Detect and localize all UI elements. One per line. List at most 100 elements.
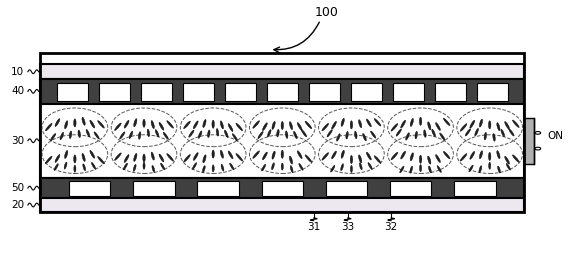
Ellipse shape	[65, 150, 68, 159]
Text: 30: 30	[11, 136, 24, 146]
Ellipse shape	[224, 130, 228, 138]
Bar	[40, 54, 524, 212]
Ellipse shape	[428, 122, 431, 130]
Bar	[40, 79, 524, 104]
Ellipse shape	[229, 163, 234, 170]
Ellipse shape	[115, 153, 121, 160]
Ellipse shape	[475, 128, 478, 136]
Ellipse shape	[193, 121, 198, 129]
Ellipse shape	[86, 129, 90, 137]
Ellipse shape	[207, 130, 210, 138]
Ellipse shape	[368, 163, 372, 169]
Ellipse shape	[362, 134, 366, 141]
Ellipse shape	[428, 156, 431, 164]
Ellipse shape	[484, 132, 487, 140]
Ellipse shape	[272, 151, 275, 159]
Ellipse shape	[54, 164, 59, 171]
Ellipse shape	[272, 163, 274, 170]
Ellipse shape	[512, 155, 519, 162]
Ellipse shape	[415, 131, 417, 139]
Ellipse shape	[350, 165, 353, 172]
Bar	[225, 83, 256, 101]
Text: 40: 40	[11, 86, 24, 96]
Ellipse shape	[396, 129, 402, 136]
Ellipse shape	[400, 120, 406, 128]
Ellipse shape	[253, 151, 260, 158]
Text: 20: 20	[11, 200, 24, 210]
Ellipse shape	[55, 119, 60, 126]
Ellipse shape	[297, 151, 302, 159]
Ellipse shape	[281, 150, 283, 158]
Bar	[262, 181, 303, 196]
Ellipse shape	[488, 121, 491, 129]
Ellipse shape	[258, 131, 263, 139]
Ellipse shape	[436, 123, 440, 131]
Ellipse shape	[212, 165, 214, 172]
Ellipse shape	[299, 163, 303, 170]
Ellipse shape	[159, 122, 164, 130]
Ellipse shape	[193, 153, 198, 160]
Ellipse shape	[203, 119, 206, 128]
Ellipse shape	[115, 123, 121, 131]
Bar	[392, 83, 424, 101]
Bar	[267, 83, 298, 101]
Ellipse shape	[294, 131, 297, 139]
Ellipse shape	[374, 156, 381, 163]
Ellipse shape	[74, 155, 76, 163]
Ellipse shape	[391, 123, 398, 131]
Ellipse shape	[302, 130, 307, 137]
Ellipse shape	[83, 164, 86, 171]
Ellipse shape	[212, 120, 214, 128]
Ellipse shape	[366, 152, 371, 160]
Bar	[524, 118, 534, 164]
Ellipse shape	[336, 134, 340, 141]
Ellipse shape	[505, 156, 509, 164]
Ellipse shape	[506, 163, 511, 170]
Ellipse shape	[277, 129, 279, 137]
Ellipse shape	[289, 122, 293, 130]
Ellipse shape	[465, 129, 470, 136]
Bar	[435, 83, 466, 101]
Ellipse shape	[331, 165, 335, 172]
Ellipse shape	[346, 131, 348, 139]
Bar	[141, 83, 172, 101]
Ellipse shape	[469, 165, 473, 172]
Ellipse shape	[432, 129, 436, 137]
Ellipse shape	[360, 163, 362, 170]
Ellipse shape	[290, 166, 293, 172]
Ellipse shape	[120, 132, 125, 139]
Ellipse shape	[391, 152, 398, 160]
Ellipse shape	[332, 121, 336, 129]
Ellipse shape	[143, 119, 145, 127]
Ellipse shape	[350, 156, 353, 163]
Ellipse shape	[512, 120, 519, 128]
Bar	[133, 181, 174, 196]
Ellipse shape	[221, 164, 224, 171]
Ellipse shape	[268, 129, 271, 137]
Ellipse shape	[358, 155, 362, 163]
Bar	[183, 83, 214, 101]
Ellipse shape	[341, 118, 344, 126]
Ellipse shape	[358, 120, 362, 128]
Ellipse shape	[212, 150, 214, 158]
Bar	[57, 83, 88, 101]
Ellipse shape	[51, 134, 56, 141]
Bar	[40, 198, 524, 212]
Ellipse shape	[236, 153, 243, 161]
Ellipse shape	[262, 123, 268, 131]
Ellipse shape	[124, 120, 129, 128]
Bar	[40, 64, 524, 79]
Ellipse shape	[424, 130, 426, 137]
Ellipse shape	[479, 151, 483, 159]
Ellipse shape	[98, 120, 105, 128]
Ellipse shape	[350, 121, 353, 129]
Ellipse shape	[400, 151, 406, 159]
Ellipse shape	[509, 129, 514, 136]
Ellipse shape	[133, 153, 137, 162]
Ellipse shape	[479, 166, 482, 173]
Ellipse shape	[193, 163, 197, 169]
Ellipse shape	[220, 121, 223, 129]
Ellipse shape	[78, 130, 81, 138]
Bar	[477, 83, 508, 101]
Ellipse shape	[60, 132, 64, 140]
